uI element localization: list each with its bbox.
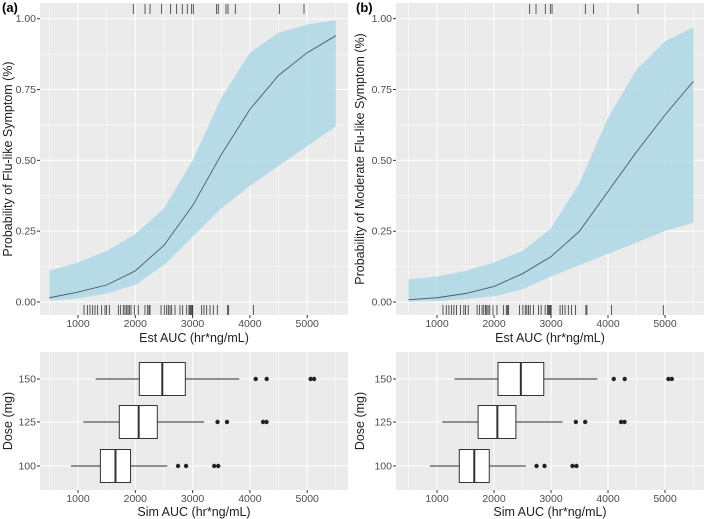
x-tick-label: 3000 bbox=[181, 493, 205, 505]
boxplot-150 bbox=[454, 362, 675, 396]
x-tick-label: 3000 bbox=[539, 318, 563, 330]
confidence-ribbon bbox=[49, 20, 336, 301]
outlier-point bbox=[622, 376, 627, 382]
y-tick-label: 125 bbox=[374, 417, 392, 429]
outlier-point bbox=[583, 419, 588, 425]
boxplot-panel: 1000 2000 3000 4000 5000 Sim AUC (hr*ng/mL) Do… bbox=[1, 352, 348, 519]
x-tick-label: 2000 bbox=[482, 493, 506, 505]
y-axis-title: Probability of Flu-like Symptom (%) bbox=[1, 61, 15, 256]
confidence-ribbon bbox=[408, 27, 694, 302]
outlier-point bbox=[666, 376, 671, 382]
y-tick-label: 150 bbox=[374, 374, 392, 386]
y-tick-label: 1.00 bbox=[16, 13, 37, 25]
y-tick-label: 0.75 bbox=[16, 84, 37, 96]
outlier-point bbox=[264, 419, 269, 425]
outlier-point bbox=[212, 463, 217, 469]
outlier-point bbox=[175, 463, 181, 469]
y-tick-label: 1.00 bbox=[372, 13, 393, 25]
x-tick-label: 4000 bbox=[238, 318, 262, 330]
estimate-line bbox=[408, 80, 694, 301]
outlier-point bbox=[570, 463, 575, 469]
outlier-point bbox=[542, 463, 547, 469]
outlier-point bbox=[573, 419, 578, 425]
outlier-point bbox=[618, 419, 624, 425]
probability-panel: 1000 2000 3000 4000 5000 Est AUC (hr*ng/mL) Pr… bbox=[1, 0, 348, 345]
x-tick-label: 1000 bbox=[66, 318, 90, 330]
x-tick-label: 3000 bbox=[181, 318, 205, 330]
x-tick-label: 3000 bbox=[539, 493, 563, 505]
x-tick-label: 5000 bbox=[296, 493, 320, 505]
panel-background bbox=[40, 352, 348, 490]
outlier-point bbox=[216, 463, 221, 469]
x-tick-label: 4000 bbox=[596, 318, 620, 330]
y-tick-label: 0.00 bbox=[16, 297, 37, 309]
y-tick-label: 0.00 bbox=[372, 297, 393, 309]
y-tick-label: 0.50 bbox=[16, 155, 37, 167]
panel-label: (b) bbox=[356, 0, 373, 15]
y-tick-label: 125 bbox=[18, 417, 36, 429]
x-axis-title: Est AUC (hr*ng/mL) bbox=[495, 331, 605, 345]
y-tick-label: 0.50 bbox=[372, 155, 393, 167]
x-tick-label: 5000 bbox=[296, 318, 320, 330]
x-tick-label: 2000 bbox=[482, 318, 506, 330]
x-tick-label: 2000 bbox=[124, 318, 148, 330]
y-axis-title: Probability of Moderate Flu-like Symptom… bbox=[353, 33, 367, 284]
y-tick-label: 100 bbox=[374, 461, 392, 473]
x-tick-label: 4000 bbox=[238, 493, 262, 505]
x-tick-label: 2000 bbox=[124, 493, 148, 505]
x-tick-label: 5000 bbox=[653, 318, 677, 330]
y-tick-label: 0.25 bbox=[372, 226, 393, 238]
boxplot-125 bbox=[83, 405, 269, 439]
outlier-point bbox=[253, 376, 258, 382]
x-tick-label: 1000 bbox=[66, 493, 90, 505]
boxplot-100 bbox=[70, 449, 221, 483]
outlier-point bbox=[264, 376, 269, 382]
x-tick-label: 5000 bbox=[653, 493, 677, 505]
outlier-point bbox=[260, 419, 266, 425]
outlier-point bbox=[183, 463, 189, 469]
x-tick-label: 4000 bbox=[596, 493, 620, 505]
probability-panel: 1000 2000 3000 4000 5000 Est AUC (hr*ng/mL) Pr… bbox=[353, 0, 704, 345]
outlier-point bbox=[308, 376, 313, 382]
boxplot-150 bbox=[95, 362, 317, 396]
x-tick-label: 1000 bbox=[425, 493, 449, 505]
x-tick-label: 1000 bbox=[425, 318, 449, 330]
y-axis-title: Dose (mg) bbox=[1, 392, 15, 450]
outlier-point bbox=[611, 376, 616, 382]
boxplot-125 bbox=[442, 405, 627, 439]
x-axis-title: Est AUC (hr*ng/mL) bbox=[139, 331, 249, 345]
y-tick-label: 150 bbox=[18, 374, 36, 386]
boxplot-panel: 1000 2000 3000 4000 5000 Sim AUC (hr*ng/mL) Do… bbox=[353, 352, 704, 519]
boxplot-100 bbox=[429, 449, 579, 483]
x-axis-title: Sim AUC (hr*ng/mL) bbox=[493, 505, 606, 519]
outlier-point bbox=[311, 376, 317, 382]
outlier-point bbox=[669, 376, 675, 382]
estimate-line bbox=[49, 35, 337, 299]
y-tick-label: 0.75 bbox=[372, 84, 393, 96]
y-axis-title: Dose (mg) bbox=[353, 392, 367, 450]
y-tick-label: 100 bbox=[18, 461, 36, 473]
y-tick-label: 0.25 bbox=[16, 226, 37, 238]
outlier-point bbox=[215, 419, 220, 425]
outlier-point bbox=[534, 463, 539, 469]
outlier-point bbox=[622, 419, 627, 425]
outlier-point bbox=[574, 463, 579, 469]
panel-background bbox=[396, 352, 704, 490]
x-axis-title: Sim AUC (hr*ng/mL) bbox=[137, 505, 250, 519]
panel-label: (a) bbox=[2, 0, 18, 15]
outlier-point bbox=[224, 419, 230, 425]
